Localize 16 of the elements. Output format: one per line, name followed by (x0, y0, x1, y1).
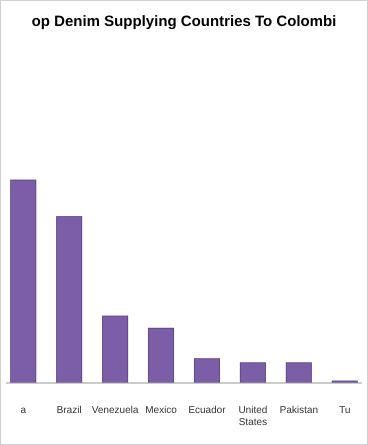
bar (10, 180, 36, 384)
bar (56, 216, 82, 384)
bar (286, 362, 312, 384)
chart-title: op Denim Supplying Countries To Colombi (32, 13, 336, 30)
bar (240, 362, 266, 384)
x-tick-label: Tu (339, 405, 350, 416)
bar (194, 358, 220, 384)
bar (148, 328, 174, 384)
x-tick-label: Pakistan (280, 405, 318, 416)
x-tick-label: a (20, 405, 26, 416)
x-tick-label: Brazil (56, 405, 82, 416)
x-tick-label: Venezuela (92, 405, 139, 416)
x-tick-label: United States (238, 405, 268, 428)
x-tick-label: Ecuador (188, 405, 226, 416)
x-tick-label: Mexico (145, 405, 178, 416)
bar (102, 316, 128, 384)
